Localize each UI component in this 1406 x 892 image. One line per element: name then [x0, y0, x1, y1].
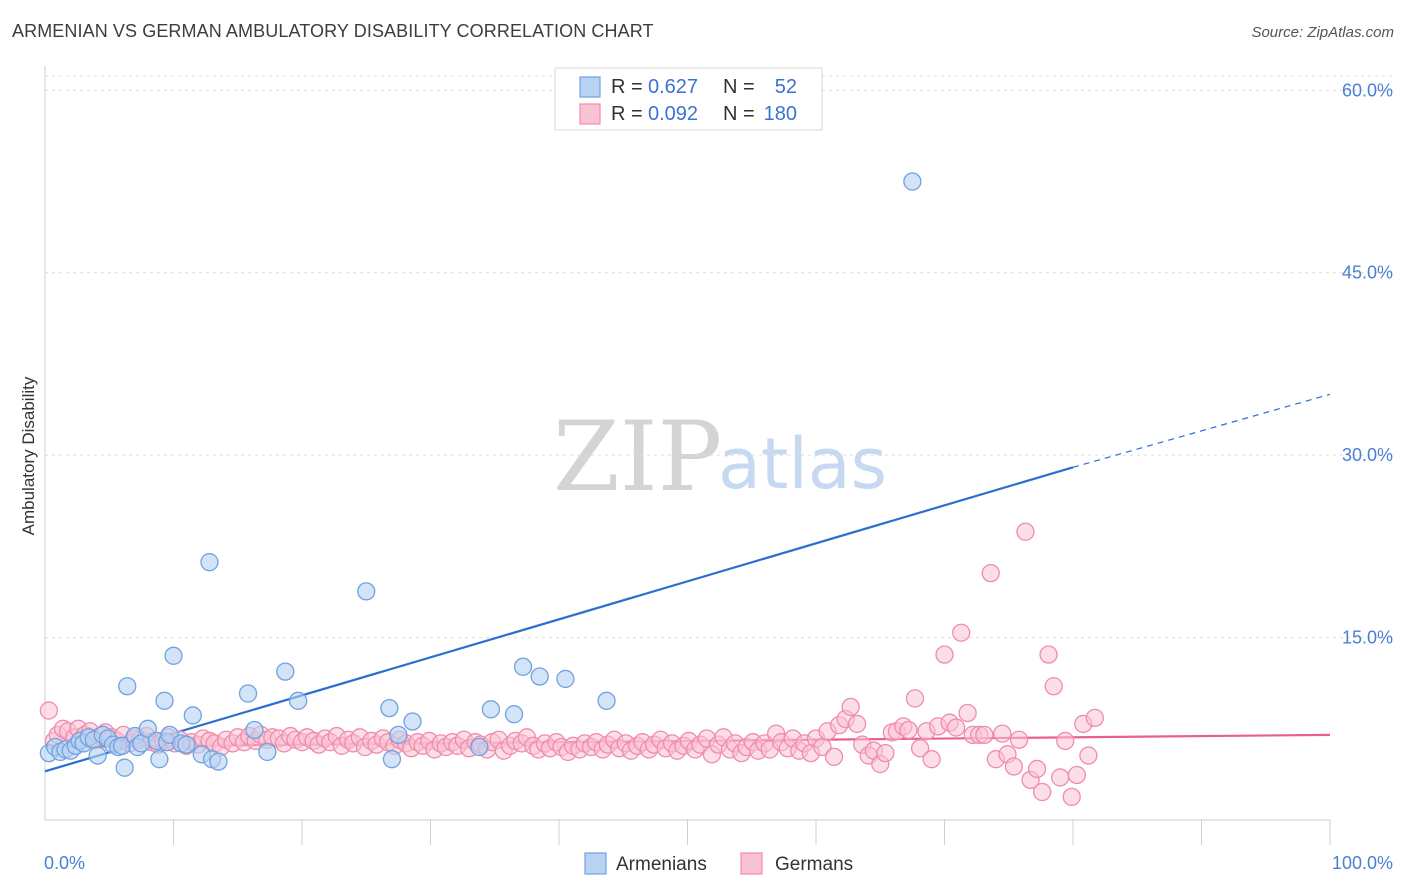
german-point [1051, 768, 1070, 787]
armenians-points [39, 172, 922, 777]
armenian-point [481, 700, 501, 719]
chart-title: ARMENIAN VS GERMAN AMBULATORY DISABILITY… [12, 21, 654, 41]
armenian-point [155, 691, 174, 710]
german-point [952, 623, 971, 642]
legend-armenian-n-value: 52 [775, 76, 797, 98]
armenian-point [245, 720, 264, 740]
series-legend: Armenians Germans [584, 852, 853, 875]
armenian-point [138, 719, 157, 738]
german-point [946, 718, 966, 737]
german-point [981, 563, 1000, 583]
axes [44, 66, 1331, 845]
watermark-atlas: atlas [718, 423, 887, 505]
correlation-legend: R = 0.627 N = 52 R = 0.092 N = 180 [554, 67, 823, 131]
german-point [1039, 645, 1058, 664]
german-point [1085, 708, 1104, 727]
y-tick-labels: 15.0% 30.0% 45.0% 60.0% [1342, 80, 1393, 647]
armenian-point [288, 691, 308, 710]
german-point [824, 747, 844, 766]
legend-german-r-label: R = [611, 103, 643, 125]
armenian-point [115, 758, 134, 777]
y-tick-label: 60.0% [1342, 80, 1393, 100]
y-axis-label: Ambulatory Disability [19, 376, 38, 535]
armenian-point [530, 667, 549, 686]
armenian-point [403, 712, 422, 731]
legend-armenian-r-label: R = [611, 76, 643, 98]
armenian-point [238, 684, 258, 703]
legend-german-r-value: 0.092 [648, 103, 698, 125]
armenian-point [380, 698, 399, 718]
german-point [1033, 782, 1052, 802]
german-point [1067, 765, 1087, 785]
german-point [1027, 759, 1047, 779]
armenian-trend-line [44, 466, 1074, 773]
armenian-point [200, 553, 219, 572]
armenian-point [903, 172, 922, 191]
armenian-point [556, 669, 575, 689]
armenian-point [357, 582, 376, 601]
armenian-point [513, 657, 533, 676]
y-tick-label: 15.0% [1342, 628, 1393, 648]
bottom-legend-germans: Germans [775, 854, 853, 875]
german-point [905, 689, 925, 708]
armenian-trend-extension [1072, 393, 1331, 468]
armenian-point [258, 742, 277, 762]
legend-armenian-n-label: N = [723, 76, 755, 98]
german-point [935, 645, 954, 664]
armenian-point [276, 662, 295, 681]
german-point [922, 750, 941, 769]
german-point [1016, 522, 1035, 541]
german-point [1004, 757, 1024, 776]
german-point [1079, 746, 1098, 765]
armenian-point [88, 746, 107, 765]
y-tick-label: 45.0% [1342, 263, 1393, 283]
armenian-point [118, 677, 137, 696]
x-tick-label-max: 100.0% [1332, 853, 1393, 873]
armenian-point [177, 735, 196, 754]
y-tick-label: 30.0% [1342, 445, 1393, 465]
bottom-legend-german-swatch [740, 852, 763, 875]
german-point [847, 714, 867, 734]
armenian-point [209, 752, 228, 771]
bottom-legend-armenian-swatch [584, 852, 607, 875]
legend-german-n-label: N = [723, 103, 755, 125]
armenian-point [183, 706, 202, 725]
german-point [841, 697, 860, 717]
armenian-point [504, 705, 524, 724]
german-point [899, 720, 918, 740]
legend-armenian-r-value: 0.627 [648, 76, 698, 98]
armenian-point [164, 646, 183, 665]
legend-german-n-value: 180 [764, 103, 797, 125]
german-point [1062, 787, 1081, 807]
armenian-point [470, 737, 489, 757]
german-point [39, 701, 59, 720]
german-point [1009, 730, 1029, 749]
german-point [975, 725, 994, 745]
watermark-zip: ZIP [553, 401, 722, 513]
german-point [1056, 731, 1075, 751]
armenian-point [150, 750, 169, 769]
armenian-point [597, 691, 616, 710]
bottom-legend-armenians: Armenians [616, 854, 707, 875]
x-tick-label-min: 0.0% [44, 853, 85, 873]
armenian-point [389, 725, 408, 745]
german-point [993, 724, 1012, 743]
german-point [958, 703, 977, 723]
legend-armenian-swatch [579, 76, 601, 98]
german-point [1044, 677, 1063, 696]
gridlines [45, 75, 1393, 639]
german-point [910, 739, 930, 758]
german-point [876, 743, 895, 763]
chart-source: Source: ZipAtlas.com [1251, 24, 1394, 41]
legend-german-swatch [579, 103, 601, 125]
armenian-point [382, 750, 402, 769]
